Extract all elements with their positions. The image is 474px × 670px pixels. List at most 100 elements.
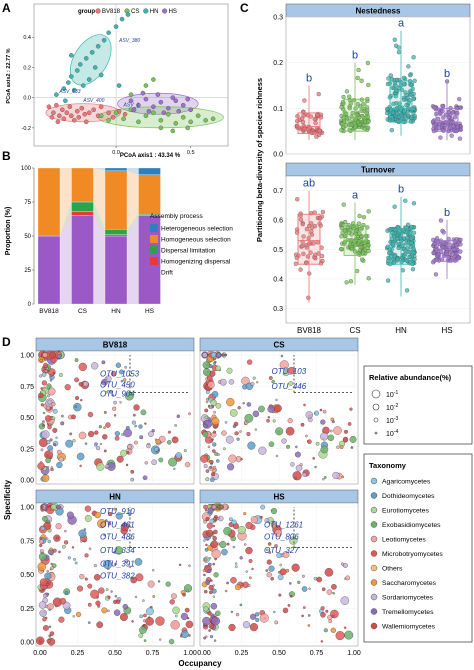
panel-d-point [288,381,294,386]
panel-c-point-cs [364,110,369,115]
panel-d-otu-label: OTU_806 [264,532,299,541]
panel-d-point [323,476,327,479]
panel-d-point [46,383,52,389]
panel-d-point [37,562,47,571]
panel-d-point [49,379,53,382]
panel-c-point-cs [346,230,352,235]
panel-d-point [48,608,51,611]
panel-c-point-bv818 [301,234,306,239]
panel-d-point [265,548,269,552]
panel-d-point [158,457,164,463]
panel-d-point [272,419,276,423]
panel-d-point [158,435,166,443]
panel-d-point [249,576,252,580]
panel-d-point [78,381,84,387]
panel-d-point [210,540,219,549]
panel-d-point [79,574,85,580]
panel-d-point [321,587,326,592]
panel-d-x-tick-label: 0.75 [146,650,160,657]
panel-d-point [39,374,43,378]
panel-b-flow [93,215,105,304]
panel-d-taxonomy-legend-key [370,608,378,615]
panel-d-point [332,591,335,595]
panel-c-point-hn [405,113,411,118]
panel-d-point [57,354,62,359]
panel-c-point-hn [401,75,407,80]
panel-c-point-hs [457,136,463,141]
panel-c-y-tick-label: 0.2 [273,60,283,67]
panel-d-point [279,563,283,567]
panel-c-point-cs [361,215,367,220]
panel-d-point [83,528,86,531]
panel-d-point [45,537,49,540]
panel-d-point [217,516,220,520]
panel-c-point-hn [400,268,405,273]
panel-c-point-cs [359,78,364,83]
panel-a-point-hs [146,109,152,114]
panel-d-point [93,564,97,568]
panel-c-facet-title: Nestedness [356,7,401,16]
panel-c-point-bv818 [316,92,321,97]
panel-d-point [305,434,308,438]
panel-d-point [242,621,251,629]
panel-a-y-axis-label: PCoA axis2 : 22.77 % [6,48,12,103]
panel-d-point [99,442,103,446]
panel-c-point-hn [399,259,404,264]
panel-a-point-bv818 [61,116,67,122]
panel-d-point [241,376,250,386]
panel-c-box-hn [389,228,413,265]
panel-d-point [290,462,295,467]
panel-d-point [202,352,208,358]
panel-d-point [143,639,147,642]
panel-b-bar-heterogeneous-selection [138,167,161,175]
panel-d-size-legend-title: Relative abundance(%) [369,373,452,382]
panel-d-point [130,469,135,474]
panel-d-point [246,431,251,437]
panel-d-point [267,542,272,546]
panel-d-point [101,607,108,614]
panel-d-taxonomy-legend-key [370,593,378,601]
panel-c-point-hs [458,249,463,254]
panel-d-point [234,565,238,569]
panel-d-point [127,444,132,449]
panel-d-point [249,623,259,632]
panel-d-taxonomy-legend-label: Others [382,566,403,573]
panel-c-significance-letter: a [352,189,359,201]
panel-letter-d: D [2,335,11,349]
panel-d-point [216,459,220,463]
panel-a-point-cs [185,125,190,131]
panel-c-point-cs [361,102,366,107]
panel-c-y-tick-label: 0.1 [273,106,283,113]
panel-b-x-tick-label: HN [111,308,121,315]
panel-d-point [226,542,230,546]
panel-c-point-hn [385,244,390,249]
panel-c-point-hn [402,109,407,114]
panel-d-point [230,610,234,614]
panel-d-point [278,593,282,597]
panel-b-x-tick-label: CS [78,308,88,315]
panel-c-point-hn [385,278,391,283]
panel-d-point [43,362,49,368]
panel-d-point [97,604,101,608]
panel-a-point-hs [131,107,137,112]
panel-c-point-hs [436,251,441,257]
panel-d-point [204,589,208,594]
panel-d-point [307,624,311,627]
panel-b-legend-label: Heterogeneous selection [161,226,233,233]
panel-d-size-legend-box [363,365,473,445]
panel-d-y-tick-label: 0.00 [20,640,34,647]
panel-b-bar-heterogeneous-selection [104,167,128,171]
panel-c-point-hs [444,251,449,257]
panel-a-point-bv818 [69,113,74,119]
panel-a-legend-label: HS [169,9,177,15]
panel-d-point [301,614,304,618]
panel-c-point-cs [339,105,344,110]
panel-c-y-tick-label: 0.4 [273,276,283,283]
panel-c-point-bv818 [302,98,307,103]
panel-d-point [228,379,235,385]
panel-d-point [331,584,337,590]
panel-c-point-bv818 [309,232,315,237]
panel-d-point [303,403,306,407]
panel-d-point [207,568,212,573]
panel-d-point [94,430,99,435]
